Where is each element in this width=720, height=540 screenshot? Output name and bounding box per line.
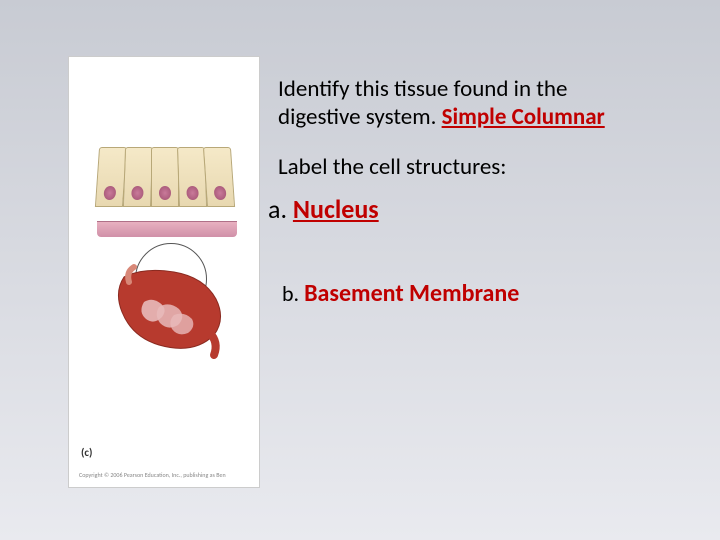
copyright-text: Copyright © 2006 Pearson Education, Inc.… bbox=[79, 471, 226, 479]
tissue-diagram bbox=[97, 147, 237, 237]
question-1: Identify this tissue found in the digest… bbox=[278, 76, 698, 131]
nucleus-shape bbox=[131, 186, 143, 200]
label-item-b: b. Basement Membrane bbox=[282, 279, 698, 308]
basement-membrane-shape bbox=[97, 221, 237, 237]
question-text-area: Identify this tissue found in the digest… bbox=[278, 76, 698, 308]
question-2: Label the cell structures: bbox=[278, 153, 698, 181]
digestive-organ-illustration bbox=[104, 257, 229, 367]
question-1-line2: digestive system. bbox=[278, 103, 442, 131]
item-b-letter: b. bbox=[282, 280, 304, 307]
label-item-a: a. Nucleus bbox=[268, 193, 698, 225]
nucleus-shape bbox=[159, 186, 171, 200]
columnar-cell bbox=[177, 147, 207, 207]
question-1-line1: Identify this tissue found in the bbox=[278, 75, 567, 103]
tissue-image-panel: (c) Copyright © 2006 Pearson Education, … bbox=[68, 56, 260, 488]
columnar-cell bbox=[203, 147, 235, 207]
columnar-cell bbox=[151, 147, 179, 207]
nucleus-shape bbox=[103, 186, 116, 200]
nucleus-shape bbox=[186, 186, 198, 200]
answer-1: Simple Columnar bbox=[442, 103, 605, 131]
item-b-answer: Basement Membrane bbox=[304, 279, 519, 308]
item-a-letter: a. bbox=[268, 193, 293, 225]
subfigure-label: (c) bbox=[81, 446, 92, 459]
columnar-cell bbox=[123, 147, 153, 207]
item-a-answer: Nucleus bbox=[293, 193, 379, 225]
nucleus-shape bbox=[214, 186, 227, 200]
